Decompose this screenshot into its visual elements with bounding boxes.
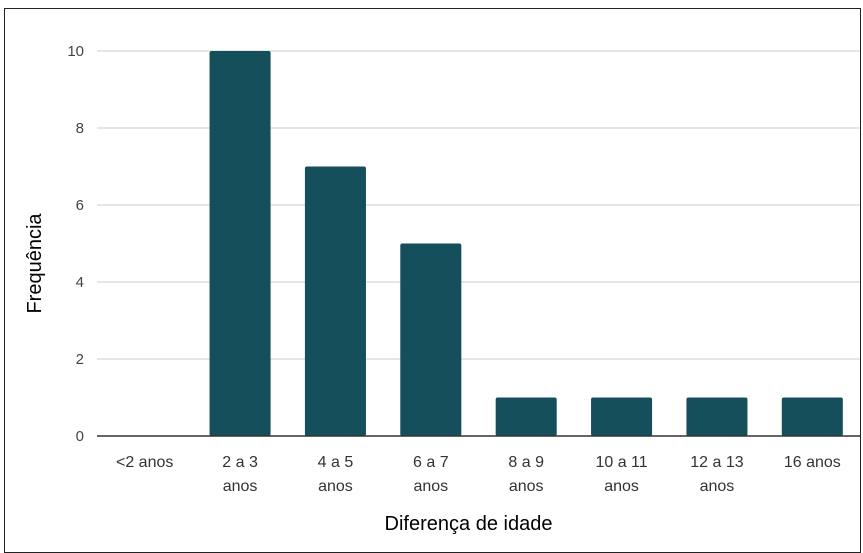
- bar-6: [686, 397, 748, 436]
- y-tick-8: 8: [76, 120, 84, 137]
- x-tick-5-line-1: anos: [604, 478, 639, 495]
- y-tick-10: 10: [67, 43, 84, 60]
- bar-5: [591, 397, 653, 436]
- bars: [209, 51, 843, 436]
- x-tick-2-line-0: 4 a 5: [318, 454, 354, 471]
- bar-7: [781, 397, 843, 436]
- x-tick-5-line-0: 10 a 11: [595, 454, 647, 471]
- y-tick-0: 0: [76, 428, 84, 445]
- x-tick-3-line-1: anos: [413, 478, 448, 495]
- y-tick-labels: 0 2 4 6 8 10: [67, 43, 84, 445]
- x-tick-4-line-1: anos: [509, 478, 544, 495]
- x-tick-6-line-0: 12 a 13: [690, 454, 743, 471]
- y-axis-title: Frequência: [24, 213, 46, 314]
- bar-2: [304, 166, 366, 436]
- y-tick-4: 4: [76, 274, 84, 291]
- y-tick-2: 2: [76, 351, 84, 368]
- x-tick-1-line-0: 2 a 3: [222, 454, 258, 471]
- x-tick-6-line-1: anos: [700, 478, 735, 495]
- x-axis-title: Diferença de idade: [385, 513, 553, 535]
- x-tick-0-line-0: <2 anos: [116, 454, 173, 471]
- y-tick-6: 6: [76, 197, 84, 214]
- x-tick-7-line-0: 16 anos: [784, 454, 841, 471]
- x-tick-2-line-1: anos: [318, 478, 353, 495]
- bar-4: [495, 397, 557, 436]
- x-tick-3-line-0: 6 a 7: [413, 454, 449, 471]
- bar-1: [209, 51, 271, 436]
- x-tick-4-line-0: 8 a 9: [508, 454, 544, 471]
- x-tick-1-line-1: anos: [223, 478, 258, 495]
- x-tick-labels: <2 anos 2 a 3 anos 4 a 5 anos 6 a 7 anos 8 a 9 a…: [116, 454, 841, 495]
- bar-3: [400, 243, 462, 436]
